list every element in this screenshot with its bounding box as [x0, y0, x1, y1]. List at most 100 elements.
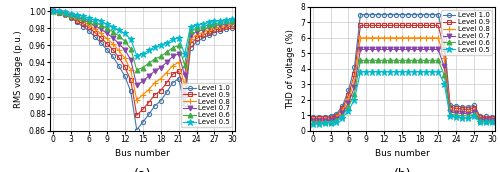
Line: Level 1.0: Level 1.0 [51, 9, 234, 132]
Level 0.8 [128, 69, 134, 71]
Level 0.8 [423, 37, 429, 39]
Level 0.7 [164, 61, 170, 63]
Level 0.9 [122, 66, 128, 68]
Level 0.7 [435, 49, 441, 51]
Level 0.7 [212, 25, 218, 27]
Level 0.5 [310, 123, 316, 125]
Level 0.9 [134, 114, 140, 116]
Level 0.9 [116, 56, 122, 58]
Level 0.6 [116, 35, 122, 37]
Level 0.8 [218, 25, 224, 28]
Level 0.7 [400, 49, 406, 51]
Level 0.8 [98, 32, 104, 34]
Level 1.0 [218, 30, 224, 32]
Level 0.9 [74, 19, 80, 22]
Level 0.5 [352, 99, 358, 101]
Level 0.5 [406, 71, 411, 73]
Level 1.0 [310, 116, 316, 118]
Level 0.6 [200, 25, 205, 28]
Level 0.6 [110, 31, 116, 33]
Level 0.5 [92, 19, 98, 21]
Level 0.5 [122, 32, 128, 34]
Level 0.7 [441, 65, 447, 67]
Level 0.6 [382, 59, 388, 61]
Level 1.0 [447, 104, 453, 106]
Level 0.5 [68, 13, 74, 15]
Legend: Level 1.0, Level 0.9, Level 0.8, Level 0.7, Level 0.6, Level 0.5: Level 1.0, Level 0.9, Level 0.8, Level 0… [441, 10, 492, 55]
Line: Level 0.6: Level 0.6 [50, 9, 235, 73]
Level 0.5 [453, 116, 459, 118]
Level 1.0 [483, 115, 489, 117]
Level 0.8 [489, 118, 495, 120]
Level 0.6 [471, 113, 477, 115]
Level 0.6 [370, 59, 376, 61]
Level 0.7 [483, 119, 489, 121]
Level 0.8 [206, 29, 212, 31]
Level 0.6 [68, 14, 74, 16]
Level 0.9 [328, 117, 334, 119]
Level 0.5 [340, 117, 345, 119]
Level 1.0 [328, 115, 334, 117]
Level 0.5 [447, 115, 453, 117]
Level 0.8 [388, 37, 394, 39]
Level 0.5 [152, 46, 158, 48]
Level 1.0 [212, 31, 218, 34]
Level 1.0 [92, 36, 98, 38]
Level 0.7 [346, 102, 352, 104]
Level 0.8 [188, 38, 194, 40]
Level 0.8 [376, 37, 382, 39]
Level 0.5 [134, 55, 140, 57]
Level 0.6 [489, 120, 495, 122]
Level 0.5 [86, 17, 92, 19]
Level 0.6 [194, 27, 200, 29]
Level 0.5 [212, 20, 218, 22]
Level 0.9 [92, 31, 98, 34]
Level 0.8 [56, 11, 62, 13]
Level 0.6 [140, 67, 145, 69]
Level 0.6 [170, 47, 175, 49]
Level 0.8 [110, 43, 116, 45]
Level 0.9 [194, 37, 200, 40]
Level 0.9 [56, 12, 62, 14]
Level 0.5 [358, 71, 364, 73]
Level 0.5 [412, 71, 418, 73]
Level 1.0 [182, 103, 188, 105]
Level 0.7 [98, 28, 104, 30]
Level 0.5 [200, 23, 205, 25]
Level 0.8 [116, 49, 122, 51]
Level 0.7 [140, 80, 145, 82]
Level 1.0 [364, 14, 370, 16]
Level 0.6 [104, 27, 110, 29]
Level 0.5 [364, 71, 370, 73]
Level 1.0 [316, 116, 322, 118]
Level 0.6 [62, 12, 68, 14]
Text: (a): (a) [134, 168, 152, 172]
Level 1.0 [370, 14, 376, 16]
Level 1.0 [116, 65, 122, 67]
Level 0.6 [388, 59, 394, 61]
Level 0.5 [477, 121, 483, 123]
Level 0.8 [346, 98, 352, 100]
Level 0.5 [98, 20, 104, 22]
Level 0.6 [352, 93, 358, 95]
Level 0.5 [483, 121, 489, 123]
Level 0.7 [417, 49, 423, 51]
Level 0.9 [50, 10, 56, 12]
Line: Level 0.5: Level 0.5 [50, 8, 236, 59]
Level 0.6 [122, 40, 128, 42]
Level 1.0 [80, 25, 86, 28]
Level 0.5 [188, 25, 194, 28]
Level 0.6 [334, 119, 340, 121]
Level 0.9 [80, 23, 86, 25]
Level 0.6 [453, 114, 459, 116]
Level 0.8 [68, 15, 74, 17]
Level 0.7 [146, 75, 152, 77]
Level 0.5 [394, 71, 400, 73]
Level 0.9 [447, 106, 453, 109]
Level 0.5 [346, 110, 352, 112]
Level 1.0 [122, 75, 128, 77]
Level 0.7 [477, 119, 483, 121]
Line: Level 0.7: Level 0.7 [50, 9, 235, 88]
Level 1.0 [441, 38, 447, 40]
Level 0.9 [417, 24, 423, 26]
